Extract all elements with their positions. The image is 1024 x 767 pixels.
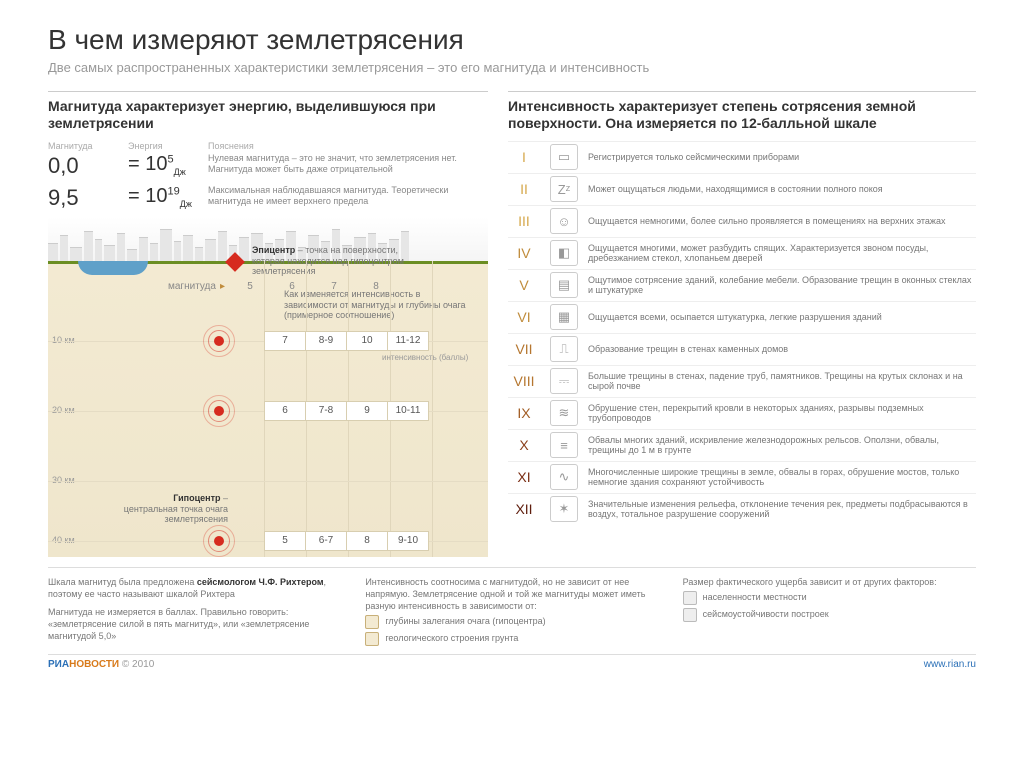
intensity-icon: Zᶻ — [550, 176, 578, 202]
scale-text: Многочисленные широкие трещины в земле, … — [588, 467, 976, 489]
scale-item: V ▤ Ощутимое сотрясение зданий, колебание … — [508, 269, 976, 301]
magnitude-row-0: 0,0 = 105Дж Нулевая магнитуда – это не з… — [48, 153, 488, 179]
scale-text: Образование трещин в стенах каменных дом… — [588, 344, 976, 355]
magnitude-header: магнитуда▸ 5 6 7 8 — [168, 281, 397, 292]
mag-val-1: 9,5 — [48, 185, 128, 211]
right-heading: Интенсивность характеризует степень сотр… — [508, 91, 976, 133]
depth-30: 30 км — [52, 475, 75, 485]
roman-numeral: V — [508, 277, 540, 293]
roman-numeral: I — [508, 149, 540, 165]
intensity-scale-list: I ▭ Регистрируется только сейсмическими пр… — [508, 141, 976, 525]
scale-item: III ☺ Ощущается немногими, более сильно пр… — [508, 205, 976, 237]
intensity-row-10: 78-9 1011-12 — [264, 331, 428, 351]
scale-item: IX ≋ Обрушение стен, перекрытий кровли в н… — [508, 397, 976, 429]
roman-numeral: VIII — [508, 373, 540, 389]
intensity-sub: интенсивность (баллы) — [382, 353, 468, 362]
roman-numeral: XII — [508, 501, 540, 517]
scale-item: X ≡ Обвалы многих зданий, искривление желе… — [508, 429, 976, 461]
quake-icon — [208, 330, 230, 352]
intensity-row-20: 67-8 910-11 — [264, 401, 428, 421]
intensity-icon: ⎍ — [550, 336, 578, 362]
page-footer: РИАНОВОСТИ © 2010 www.rian.ru — [48, 654, 976, 670]
intensity-icon: ≡ — [550, 432, 578, 458]
energy-0: = 105Дж — [128, 153, 208, 177]
intensity-icon: ≋ — [550, 400, 578, 426]
expl-0: Нулевая магнитуда – это не значит, что з… — [208, 153, 488, 176]
roman-numeral: VI — [508, 309, 540, 325]
col-magn: Магнитуда — [48, 141, 128, 151]
scale-item: VII ⎍ Образование трещин в стенах каменных… — [508, 333, 976, 365]
roman-numeral: XI — [508, 469, 540, 485]
roman-numeral: III — [508, 213, 540, 229]
quake-icon — [208, 530, 230, 552]
roman-numeral: II — [508, 181, 540, 197]
roman-numeral: X — [508, 437, 540, 453]
intensity-icon: ▤ — [550, 272, 578, 298]
depth-10: 10 км — [52, 335, 75, 345]
expl-1: Максимальная наблюдавшаяся магнитуда. Те… — [208, 185, 488, 208]
roman-numeral: VII — [508, 341, 540, 357]
depth-20: 20 км — [52, 405, 75, 415]
footer-notes: Шкала магнитуд была предложена сейсмолог… — [48, 567, 976, 646]
magnitude-row-1: 9,5 = 1019Дж Максимальная наблюдавшаяся … — [48, 185, 488, 211]
earthquake-diagram: Эпицентр – точка на поверхности, которая… — [48, 217, 488, 557]
roman-numeral: IX — [508, 405, 540, 421]
scale-text: Может ощущаться людьми, находящимися в с… — [588, 184, 976, 195]
table-title: Как изменяется интенсивность в зависимос… — [284, 289, 474, 321]
scale-item: IV ◧ Ощущается многими, может разбудить сп… — [508, 237, 976, 269]
energy-1: = 1019Дж — [128, 185, 208, 209]
col-expl: Пояснения — [208, 141, 254, 151]
intensity-icon: ◧ — [550, 240, 578, 266]
page-title: В чем измеряют землетрясения — [48, 24, 976, 56]
intensity-icon: ⎓ — [550, 368, 578, 394]
magnitude-col-headers: Магнитуда Энергия Пояснения — [48, 141, 488, 151]
epicenter-label: Эпицентр – точка на поверхности, которая… — [252, 245, 432, 277]
intensity-icon: ▭ — [550, 144, 578, 170]
scale-item: XII ✶ Значительные изменения рельефа, откл… — [508, 493, 976, 525]
source-url: www.rian.ru — [924, 659, 976, 670]
col-energy: Энергия — [128, 141, 208, 151]
scale-item: VIII ⎓ Большие трещины в стенах, падение т… — [508, 365, 976, 397]
scale-text: Обрушение стен, перекрытий кровли в неко… — [588, 403, 976, 425]
quake-icon — [208, 400, 230, 422]
scale-text: Обвалы многих зданий, искривление железн… — [588, 435, 976, 457]
scale-text: Ощутимое сотрясение зданий, колебание ме… — [588, 275, 976, 297]
left-heading: Магнитуда характеризует энергию, выделив… — [48, 91, 488, 133]
scale-item: XI ∿ Многочисленные широкие трещины в земл… — [508, 461, 976, 493]
page-subtitle: Две самых распространенных характеристик… — [48, 60, 976, 77]
scale-text: Ощущается многими, может разбудить спящи… — [588, 243, 976, 265]
intensity-row-40: 56-7 89-10 — [264, 531, 428, 551]
mag-val-0: 0,0 — [48, 153, 128, 179]
roman-numeral: IV — [508, 245, 540, 261]
intensity-icon: ∿ — [550, 464, 578, 490]
scale-text: Регистрируется только сейсмическими приб… — [588, 152, 976, 163]
scale-item: II Zᶻ Может ощущаться людьми, находящимися… — [508, 173, 976, 205]
scale-text: Значительные изменения рельефа, отклонен… — [588, 499, 976, 521]
scale-text: Ощущается всеми, осыпается штукатурка, л… — [588, 312, 976, 323]
hypocenter-label: Гипоцентр – центральная точка очага земл… — [118, 493, 228, 525]
depth-40: 40 км — [52, 535, 75, 545]
intensity-icon: ✶ — [550, 496, 578, 522]
scale-text: Ощущается немногими, более сильно проявл… — [588, 216, 976, 227]
scale-item: I ▭ Регистрируется только сейсмическими пр… — [508, 141, 976, 173]
intensity-icon: ▦ — [550, 304, 578, 330]
scale-item: VI ▦ Ощущается всеми, осыпается штукатурка… — [508, 301, 976, 333]
scale-text: Большие трещины в стенах, падение труб, … — [588, 371, 976, 393]
intensity-icon: ☺ — [550, 208, 578, 234]
